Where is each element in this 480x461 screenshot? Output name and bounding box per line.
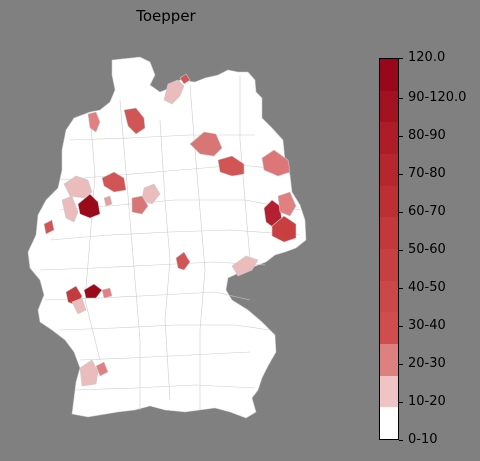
- region-prignitz: [189, 131, 223, 157]
- region-baden-south: [79, 359, 99, 387]
- colorbar-segment: [380, 217, 398, 249]
- colorbar-segment: [380, 312, 398, 344]
- colorbar-segment: [380, 122, 398, 154]
- region-goerlitz: [271, 215, 297, 243]
- region-duesseldorf: [61, 195, 79, 223]
- colorbar-segment: [380, 185, 398, 218]
- region-rhein-main-east: [83, 283, 103, 299]
- region-hildesheim: [131, 195, 149, 215]
- colorbar-segment: [380, 153, 398, 186]
- germany-outline: [27, 56, 307, 419]
- colorbar-ticks: 0-10 10-20 20-30 30-40 40-50 50-60 60-70 70-80 8…: [399, 50, 480, 447]
- region-lausitz-east: [277, 191, 297, 217]
- region-goettingen: [103, 195, 113, 207]
- region-hamburg-east: [163, 79, 185, 105]
- region-aachen: [43, 219, 55, 235]
- colorbar-tick-label: 0-10: [408, 432, 438, 447]
- region-berlin-east: [261, 149, 291, 177]
- map-title: Toepper: [136, 7, 196, 25]
- region-stuttgart-south: [95, 361, 109, 377]
- region-hamburg-south: [179, 73, 191, 85]
- colorbar-tick-label: 10-20: [408, 394, 446, 409]
- region-osnabrueck-south: [101, 171, 127, 193]
- colorbar-segment: [380, 375, 398, 408]
- colorbar-tick-label: 60-70: [408, 204, 446, 219]
- colorbar-tick-label: 70-80: [408, 166, 446, 181]
- colorbar-tick-label: 50-60: [408, 242, 446, 257]
- colorbar: [379, 58, 399, 440]
- colorbar-tick-label: 30-40: [408, 318, 446, 333]
- region-odenwald: [101, 287, 113, 299]
- region-ostfriesland-east: [123, 107, 146, 135]
- region-vogtland: [231, 255, 259, 277]
- colorbar-tick-label: 80-90: [408, 128, 446, 143]
- colorbar-tick-label: 120.0: [408, 50, 446, 65]
- colorbar-tick-label: 40-50: [408, 280, 446, 295]
- region-brandenburg-west: [217, 155, 245, 177]
- region-bremen-north: [87, 111, 101, 133]
- colorbar-tick-label: 20-30: [408, 356, 446, 371]
- region-erfurt: [175, 251, 191, 271]
- region-mannheim: [71, 297, 87, 315]
- region-muenster: [63, 175, 93, 199]
- colorbar-segment: [380, 280, 398, 313]
- colorbar-segment: [380, 58, 398, 91]
- germany-map: [27, 56, 307, 419]
- colorbar-tick-label: 90-120.0: [408, 90, 467, 105]
- colorbar-segment: [380, 90, 398, 123]
- colorbar-segment: [380, 407, 398, 439]
- colorbar-segment: [380, 343, 398, 376]
- region-ruhr: [77, 193, 101, 219]
- colorbar-segment: [380, 248, 398, 281]
